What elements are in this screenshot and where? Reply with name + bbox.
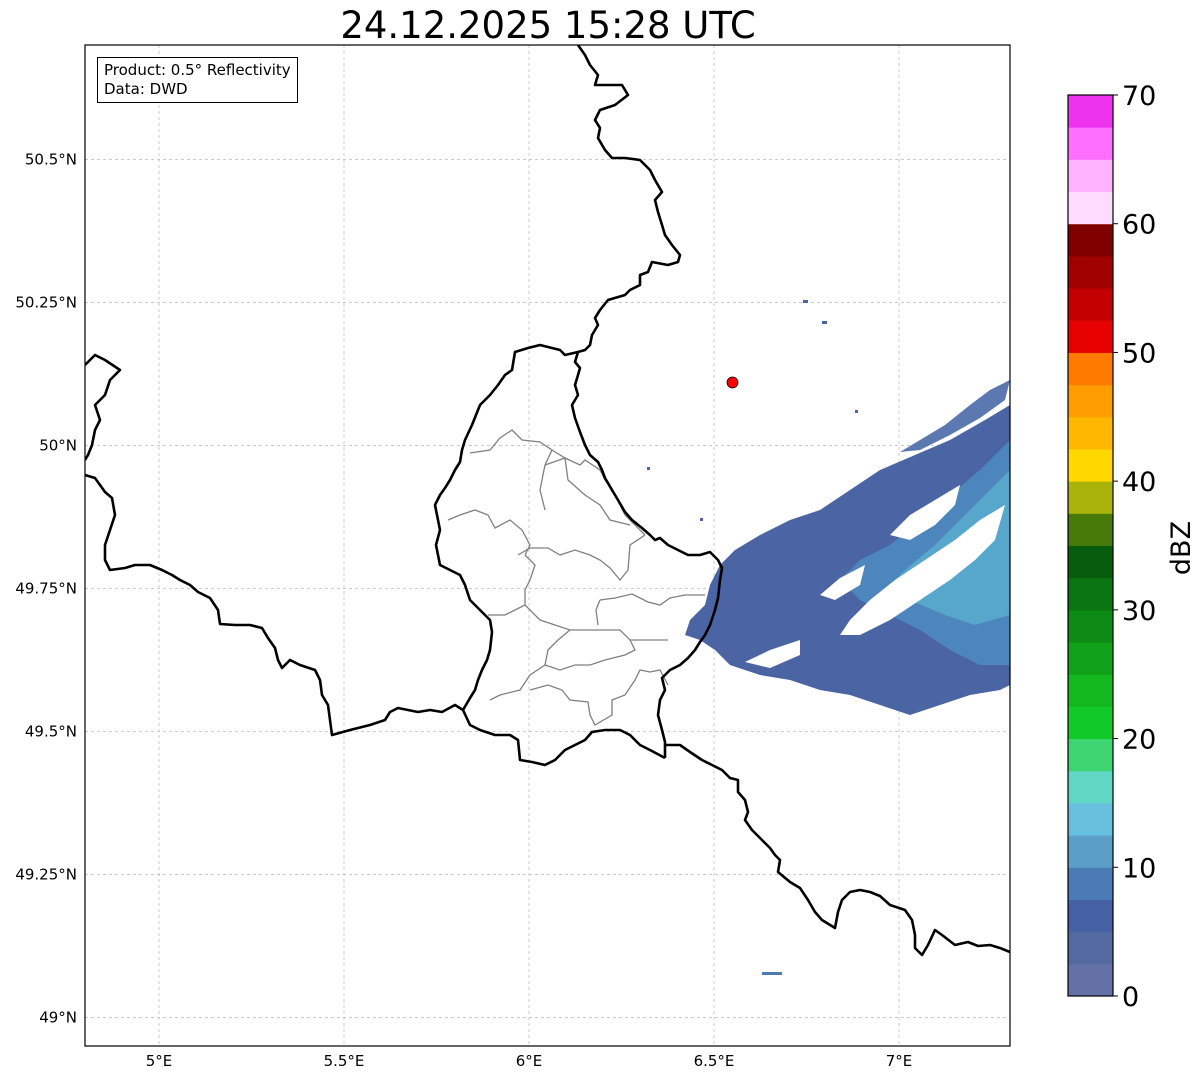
colorbar-segment [1068,191,1113,225]
echo-main-band [685,405,1010,715]
colorbar-segment [1068,384,1113,418]
lat-tick-label: 50°N [39,436,77,454]
colorbar-tick-label: 70 [1122,81,1156,112]
product-label: Product: 0.5° Reflectivity [104,61,291,79]
colorbar-segment [1068,867,1113,900]
border-france-germany [665,743,1010,957]
lon-tick-label: 7°E [886,1052,913,1070]
colorbar-segment [1068,320,1113,353]
echo-speck [803,300,808,303]
border-belgium-france [85,473,464,737]
colorbar-label: dBZ [1166,521,1197,575]
lat-tick-label: 50.5°N [25,150,77,168]
border-luxembourg-belgium [433,343,579,711]
colorbar-segment [1068,352,1113,386]
colorbar [1068,95,1113,997]
colorbar-segment [1068,835,1113,868]
colorbar-tick-label: 30 [1122,596,1156,627]
border-belgium-germany [570,45,724,758]
radar-site-marker [726,376,739,389]
lat-tick-label: 49.75°N [15,579,77,597]
lat-tick-label: 49°N [39,1008,77,1026]
colorbar-segment [1068,127,1113,160]
lat-tick-label: 49.5°N [25,722,77,740]
colorbar-segment [1068,159,1113,193]
colorbar-tick-label: 40 [1122,467,1156,498]
colorbar-segment [1068,255,1113,289]
colorbar-segment [1068,899,1113,933]
colorbar-segment [1068,931,1113,965]
info-box: Product: 0.5° Reflectivity Data: DWD [97,57,298,103]
lat-tick-label: 49.25°N [15,865,77,883]
lon-tick-label: 6.5°E [694,1052,735,1070]
colorbar-segment [1068,288,1113,321]
echo-speck [822,321,827,324]
lon-tick-label: 5.5°E [324,1052,365,1070]
echo-gap-4 [745,640,800,668]
colorbar-segment [1068,545,1113,579]
map-title: 24.12.2025 15:28 UTC [340,4,756,47]
colorbar-segment [1068,738,1113,772]
colorbar-segment [1068,642,1113,675]
plot-frame [84,44,1011,1047]
colorbar-segment [1068,223,1113,257]
colorbar-tick-label: 60 [1122,210,1156,241]
colorbar-segment [1068,706,1113,740]
colorbar-segment [1068,802,1113,836]
national-borders [85,45,1010,957]
grid-lines [85,45,1010,1046]
echo-speck [647,467,650,470]
echo-speck [762,972,782,975]
colorbar-frame [1067,94,1114,997]
echo-gap-2 [890,485,960,540]
colorbar-segment [1068,513,1113,546]
canton-borders [447,429,705,726]
lon-tick-label: 5°E [146,1052,173,1070]
colorbar-segment [1068,577,1113,611]
echo-fringe [900,380,1010,452]
axis-ticks: 5°E 5.5°E 6°E 6.5°E 7°E 50.5°N 50.25°N 50°N 49.7… [15,150,912,1070]
colorbar-segment [1068,674,1113,707]
precipitation-echoes [647,300,1010,975]
lat-tick-label: 50.25°N [15,293,77,311]
echo-speck [855,410,858,413]
colorbar-tick-label: 0 [1122,982,1139,1013]
border-north-west [85,353,122,461]
data-source-label: Data: DWD [104,80,188,98]
colorbar-segment [1068,448,1113,482]
border-luxembourg-france [461,709,666,767]
colorbar-segment [1068,95,1113,128]
lon-tick-label: 6°E [516,1052,543,1070]
echo-gap-1 [840,505,1005,635]
colorbar-tick-label: 20 [1122,725,1156,756]
colorbar-segment [1068,963,1113,997]
colorbar-segment [1068,770,1113,804]
colorbar-tick-label: 50 [1122,338,1156,369]
colorbar-segment [1068,609,1113,643]
colorbar-tick-label: 10 [1122,853,1156,884]
colorbar-segment [1068,481,1113,514]
echo-speck [700,518,703,521]
colorbar-segment [1068,416,1113,450]
echo-gap-3 [820,565,865,600]
colorbar-ticks: 0 10 20 30 40 50 60 70 [1113,81,1156,1013]
